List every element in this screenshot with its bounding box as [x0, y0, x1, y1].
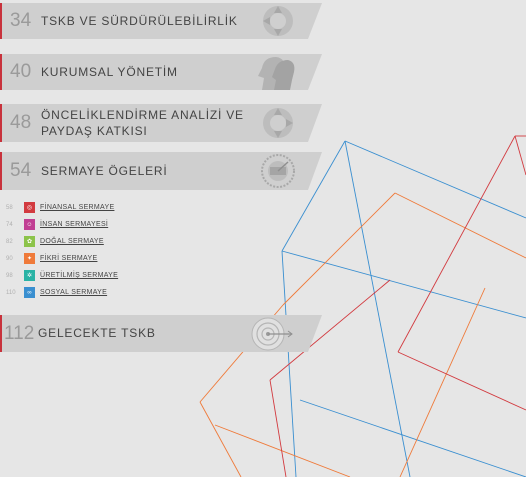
section-row-capitals[interactable]: 54 SERMAYE ÖGELERİ — [0, 152, 322, 190]
section-page-number: 40 — [10, 61, 32, 82]
capital-item-intellectual[interactable]: 90 ✦ FİKRİ SERMAYE — [6, 250, 118, 267]
capital-page-number: 74 — [6, 221, 13, 228]
capital-item-natural[interactable]: 82 ✿ DOĞAL SERMAYE — [6, 233, 118, 250]
capital-link[interactable]: SOSYAL SERMAYE — [40, 289, 108, 296]
handshake-icon: ∞ — [24, 287, 35, 298]
section-title: GELECEKTE TSKB — [38, 326, 156, 340]
capital-item-financial[interactable]: 58 ◎ FİNANSAL SERMAYE — [6, 199, 118, 216]
people-icon: ☺ — [24, 219, 35, 230]
section-title-line1: ÖNCELİKLENDİRME ANALİZİ VE — [41, 108, 244, 122]
capital-link[interactable]: ÜRETİLMİŞ SERMAYE — [40, 272, 119, 279]
capital-link[interactable]: İNSAN SERMAYESİ — [40, 221, 109, 228]
capital-item-social[interactable]: 110 ∞ SOSYAL SERMAYE — [6, 284, 118, 301]
capital-page-number: 82 — [6, 238, 13, 245]
gauge-icon — [242, 152, 298, 190]
money-icon: ◎ — [24, 202, 35, 213]
target-arrow-icon — [242, 315, 298, 352]
accent-bar — [0, 54, 2, 90]
accent-bar — [0, 315, 2, 352]
section-page-number: 112 — [4, 322, 35, 344]
circle-arrows-icon — [242, 104, 298, 142]
capital-page-number: 110 — [6, 289, 16, 296]
bulb-icon: ✦ — [24, 253, 35, 264]
section-title: KURUMSAL YÖNETİM — [41, 64, 178, 79]
accent-bar — [0, 152, 2, 190]
section-title-line2: PAYDAŞ KATKISI — [41, 124, 148, 138]
section-row-materiality[interactable]: 48 ÖNCELİKLENDİRME ANALİZİ VE PAYDAŞ KAT… — [0, 104, 322, 142]
accent-bar — [0, 104, 2, 142]
leaf-icon: ✿ — [24, 236, 35, 247]
capital-page-number: 98 — [6, 272, 13, 279]
capital-page-number: 90 — [6, 255, 13, 262]
accent-bar — [0, 3, 2, 39]
capitals-list: 58 ◎ FİNANSAL SERMAYE 74 ☺ İNSAN SERMAYE… — [6, 199, 118, 301]
capital-link[interactable]: DOĞAL SERMAYE — [40, 238, 104, 245]
section-page-number: 34 — [10, 10, 32, 31]
section-page-number: 48 — [10, 112, 32, 133]
section-title: TSKB VE SÜRDÜRÜLEBİLİRLİK — [41, 13, 238, 28]
capital-link[interactable]: FİNANSAL SERMAYE — [40, 204, 115, 211]
capital-link[interactable]: FİKRİ SERMAYE — [40, 255, 98, 262]
capital-item-manufactured[interactable]: 98 ✲ ÜRETİLMİŞ SERMAYE — [6, 267, 118, 284]
section-title: SERMAYE ÖGELERİ — [41, 163, 168, 178]
section-row-future[interactable]: 112 GELECEKTE TSKB — [0, 315, 322, 352]
section-row-sustainability[interactable]: 34 TSKB VE SÜRDÜRÜLEBİLİRLİK — [0, 3, 322, 39]
capital-item-human[interactable]: 74 ☺ İNSAN SERMAYESİ — [6, 216, 118, 233]
section-page-number: 54 — [10, 160, 32, 181]
section-row-governance[interactable]: 40 KURUMSAL YÖNETİM — [0, 54, 322, 90]
circle-arrows-icon — [242, 3, 298, 39]
heads-silhouette-icon — [242, 54, 298, 90]
capital-page-number: 58 — [6, 204, 13, 211]
gear-icon: ✲ — [24, 270, 35, 281]
